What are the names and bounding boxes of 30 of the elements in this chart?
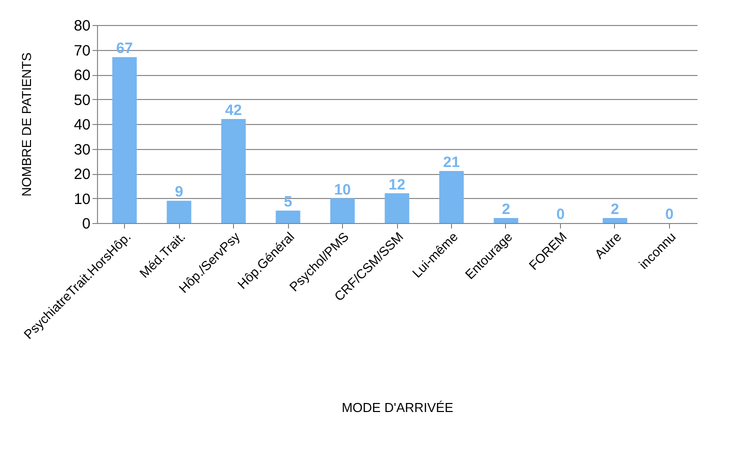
data-label: 2 <box>610 201 620 218</box>
y-tick-label: 50 <box>74 92 90 109</box>
bar <box>439 171 464 223</box>
data-label: 21 <box>443 154 460 172</box>
bar <box>166 200 192 223</box>
y-tick-label: 70 <box>74 42 90 60</box>
y-tick-label: 30 <box>74 141 90 158</box>
y-tick-label: 60 <box>74 67 90 84</box>
bar <box>602 218 628 223</box>
data-label: 0 <box>665 206 674 223</box>
data-label: 2 <box>502 201 510 218</box>
data-label: 42 <box>225 102 242 120</box>
bar <box>221 119 246 223</box>
bar <box>494 218 518 223</box>
y-tick-label: 80 <box>74 18 90 34</box>
y-tick-label: 40 <box>74 116 90 134</box>
y-tick-label: 10 <box>74 190 90 208</box>
y-axis-title: NOMBRE DE PATIENTS <box>18 52 34 196</box>
data-label: 5 <box>284 194 292 211</box>
bar <box>276 210 300 223</box>
y-tick-label: 0 <box>82 216 90 232</box>
x-axis-title: MODE D'ARRIVÉE <box>342 400 454 416</box>
data-label: 9 <box>174 184 184 201</box>
bar <box>384 193 410 223</box>
data-label: 0 <box>556 206 565 223</box>
data-label: 12 <box>388 176 406 194</box>
data-label: 10 <box>334 181 351 198</box>
bar <box>330 198 355 223</box>
bar <box>112 57 137 223</box>
y-tick-label: 20 <box>74 166 90 183</box>
